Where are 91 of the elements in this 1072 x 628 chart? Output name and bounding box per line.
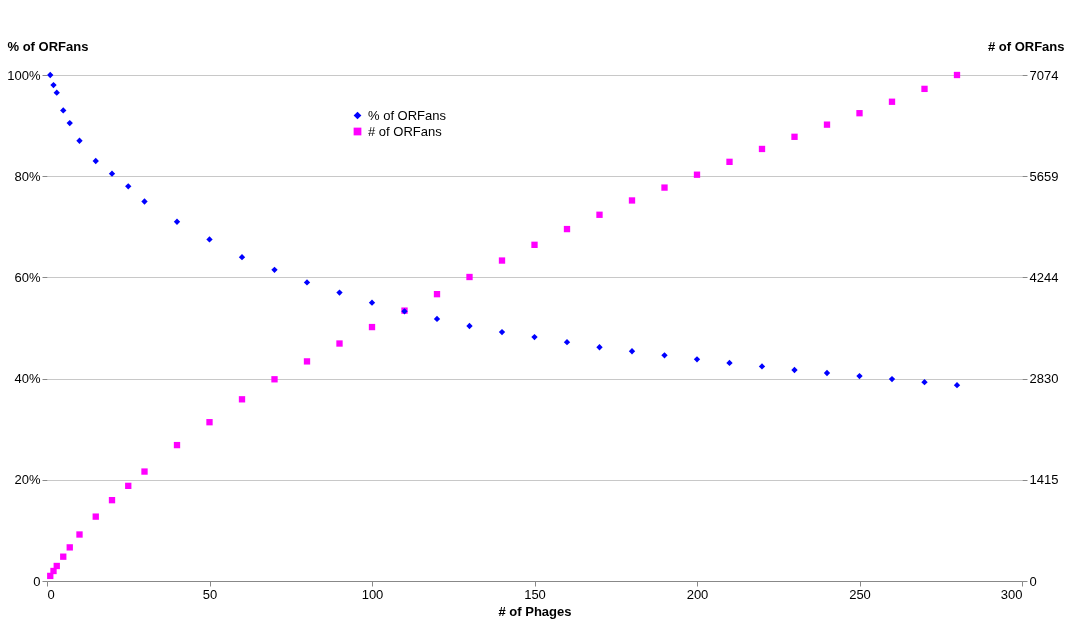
point [628,197,636,204]
point [726,158,733,165]
point [953,382,961,389]
point [271,266,278,273]
point [76,531,83,538]
y2-tick-label: 7074 [1029,67,1059,83]
y2-axis-title: # of ORFans [987,38,1065,54]
point [791,133,798,140]
point [433,291,441,298]
point [66,544,73,551]
point [173,218,181,225]
point [53,562,60,570]
point [726,359,733,367]
y-axis-title: % of ORFans [7,38,89,54]
point [888,375,896,383]
point [563,225,571,233]
point [856,110,863,117]
point [108,170,116,177]
point [661,184,668,191]
point [791,366,798,374]
y-tick-label: 20% [14,472,41,488]
point [53,89,60,96]
point [433,315,441,323]
point [60,553,67,560]
legend-label: % of ORFans [368,107,447,123]
point [206,419,213,426]
point [108,497,116,504]
y2-tick-label: 4244 [1029,269,1059,285]
point [596,211,603,218]
point [238,396,246,403]
point [125,183,132,190]
point [173,441,181,449]
point [466,273,473,281]
point [466,322,473,330]
point [50,567,57,575]
y-tick-label: 60% [14,269,41,285]
point [661,352,668,359]
point [303,279,311,286]
point [336,289,343,296]
point [596,344,603,351]
point [271,376,278,383]
y2-tick-label: 5659 [1029,168,1059,184]
point [303,358,311,365]
x-tick-label: 0 [47,586,55,602]
y-tick-label: 0 [33,573,41,589]
point [823,121,831,128]
point [368,323,376,331]
point [856,372,863,380]
legend-label: # of ORFans [368,123,443,139]
point [125,482,132,490]
point [50,81,57,89]
point [141,198,148,205]
point [498,257,506,264]
point [823,369,831,377]
point [563,339,571,346]
point [92,513,99,520]
x-tick-label: 50 [202,586,218,602]
x-tick-label: 100 [361,586,384,602]
x-tick-label: 300 [1000,586,1023,602]
x-tick-label: 200 [686,586,709,602]
point [368,299,376,306]
y2-tick-label: 2830 [1029,371,1059,387]
point [953,71,961,79]
y-tick-label: 80% [14,168,41,184]
point [92,157,99,165]
y-tick-label: 100% [7,67,41,83]
point [66,119,73,127]
point [238,254,246,261]
point [60,107,67,114]
point [531,333,538,341]
point [758,363,766,370]
point [336,340,343,347]
point [76,137,83,144]
point [206,236,213,243]
point [921,85,928,93]
x-tick-label: 150 [524,586,546,602]
point [921,378,928,386]
point [693,171,701,178]
y-tick-label: 40% [14,371,41,387]
x-tick-label: 250 [849,586,871,602]
x-axis-title: # of Phages [498,603,572,619]
point [888,98,896,105]
y2-tick-label: 1415 [1029,472,1059,488]
point [141,468,148,475]
point [531,241,538,248]
y2-tick-label: 0 [1029,573,1037,589]
point [758,145,766,153]
point [693,356,701,363]
point [47,71,54,79]
point [498,328,506,336]
point [628,348,636,355]
